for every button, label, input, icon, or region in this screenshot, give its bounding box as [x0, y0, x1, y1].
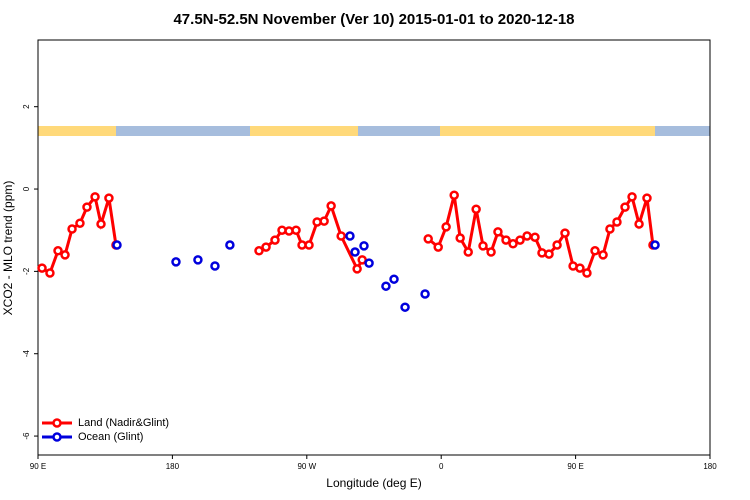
point [291, 225, 301, 235]
y-tick-label: -4 [22, 350, 31, 358]
land-ocean-strip [38, 126, 710, 136]
point [37, 263, 47, 273]
point [67, 224, 77, 234]
point [270, 235, 280, 245]
point [449, 190, 459, 200]
legend-label: Land (Nadir&Glint) [78, 417, 169, 429]
point [53, 246, 63, 256]
point [193, 255, 203, 265]
legend-label: Ocean (Glint) [78, 431, 143, 443]
point [433, 242, 443, 252]
point [423, 234, 433, 244]
point [45, 268, 55, 278]
x-tick-label: 90 W [297, 462, 316, 471]
point [254, 246, 264, 256]
point [210, 261, 220, 271]
point [620, 202, 630, 212]
point [381, 281, 391, 291]
point [478, 241, 488, 251]
y-tick-label: 2 [22, 104, 31, 109]
point [60, 250, 70, 260]
point [642, 193, 652, 203]
point [598, 250, 608, 260]
point [352, 264, 362, 274]
point [575, 263, 585, 273]
point [304, 240, 314, 250]
point [522, 231, 532, 241]
point [75, 218, 85, 228]
x-tick-label: 90 E [567, 462, 583, 471]
point [104, 193, 114, 203]
chart-title: 47.5N-52.5N November (Ver 10) 2015-01-01… [173, 11, 574, 28]
point [486, 247, 496, 257]
point [90, 192, 100, 202]
point [471, 204, 481, 214]
point [515, 235, 525, 245]
point [364, 258, 374, 268]
y-tick-label: -2 [22, 267, 31, 275]
point [350, 247, 360, 257]
x-tick-label: 0 [439, 462, 444, 471]
point [493, 227, 503, 237]
point [560, 228, 570, 238]
point [82, 202, 92, 212]
point [225, 240, 235, 250]
point [552, 240, 562, 250]
x-axis-label: Longitude (deg E) [326, 476, 421, 490]
point [530, 232, 540, 242]
point [544, 249, 554, 259]
point [420, 289, 430, 299]
point [345, 231, 355, 241]
point [261, 242, 271, 252]
point [389, 274, 399, 284]
x-tick-label: 180 [703, 462, 717, 471]
x-tick-label: 180 [166, 462, 180, 471]
point [112, 240, 122, 250]
point [359, 241, 369, 251]
point [463, 247, 473, 257]
point [627, 192, 637, 202]
point [336, 231, 346, 241]
point [441, 222, 451, 232]
point [508, 239, 518, 249]
point [590, 246, 600, 256]
point [96, 219, 106, 229]
point [650, 240, 660, 250]
point [605, 224, 615, 234]
point [582, 268, 592, 278]
y-tick-label: 0 [22, 186, 31, 191]
point [612, 217, 622, 227]
point [501, 235, 511, 245]
point [455, 233, 465, 243]
y-tick-label: -6 [22, 432, 31, 440]
point [319, 216, 329, 226]
legend-marker [52, 432, 62, 442]
point [634, 219, 644, 229]
point [171, 257, 181, 267]
y-axis-label: XCO2 - MLO trend (ppm) [1, 181, 15, 316]
x-tick-label: 90 E [30, 462, 46, 471]
plot-frame [37, 39, 711, 456]
point [326, 201, 336, 211]
point [400, 302, 410, 312]
legend-marker [52, 418, 62, 428]
